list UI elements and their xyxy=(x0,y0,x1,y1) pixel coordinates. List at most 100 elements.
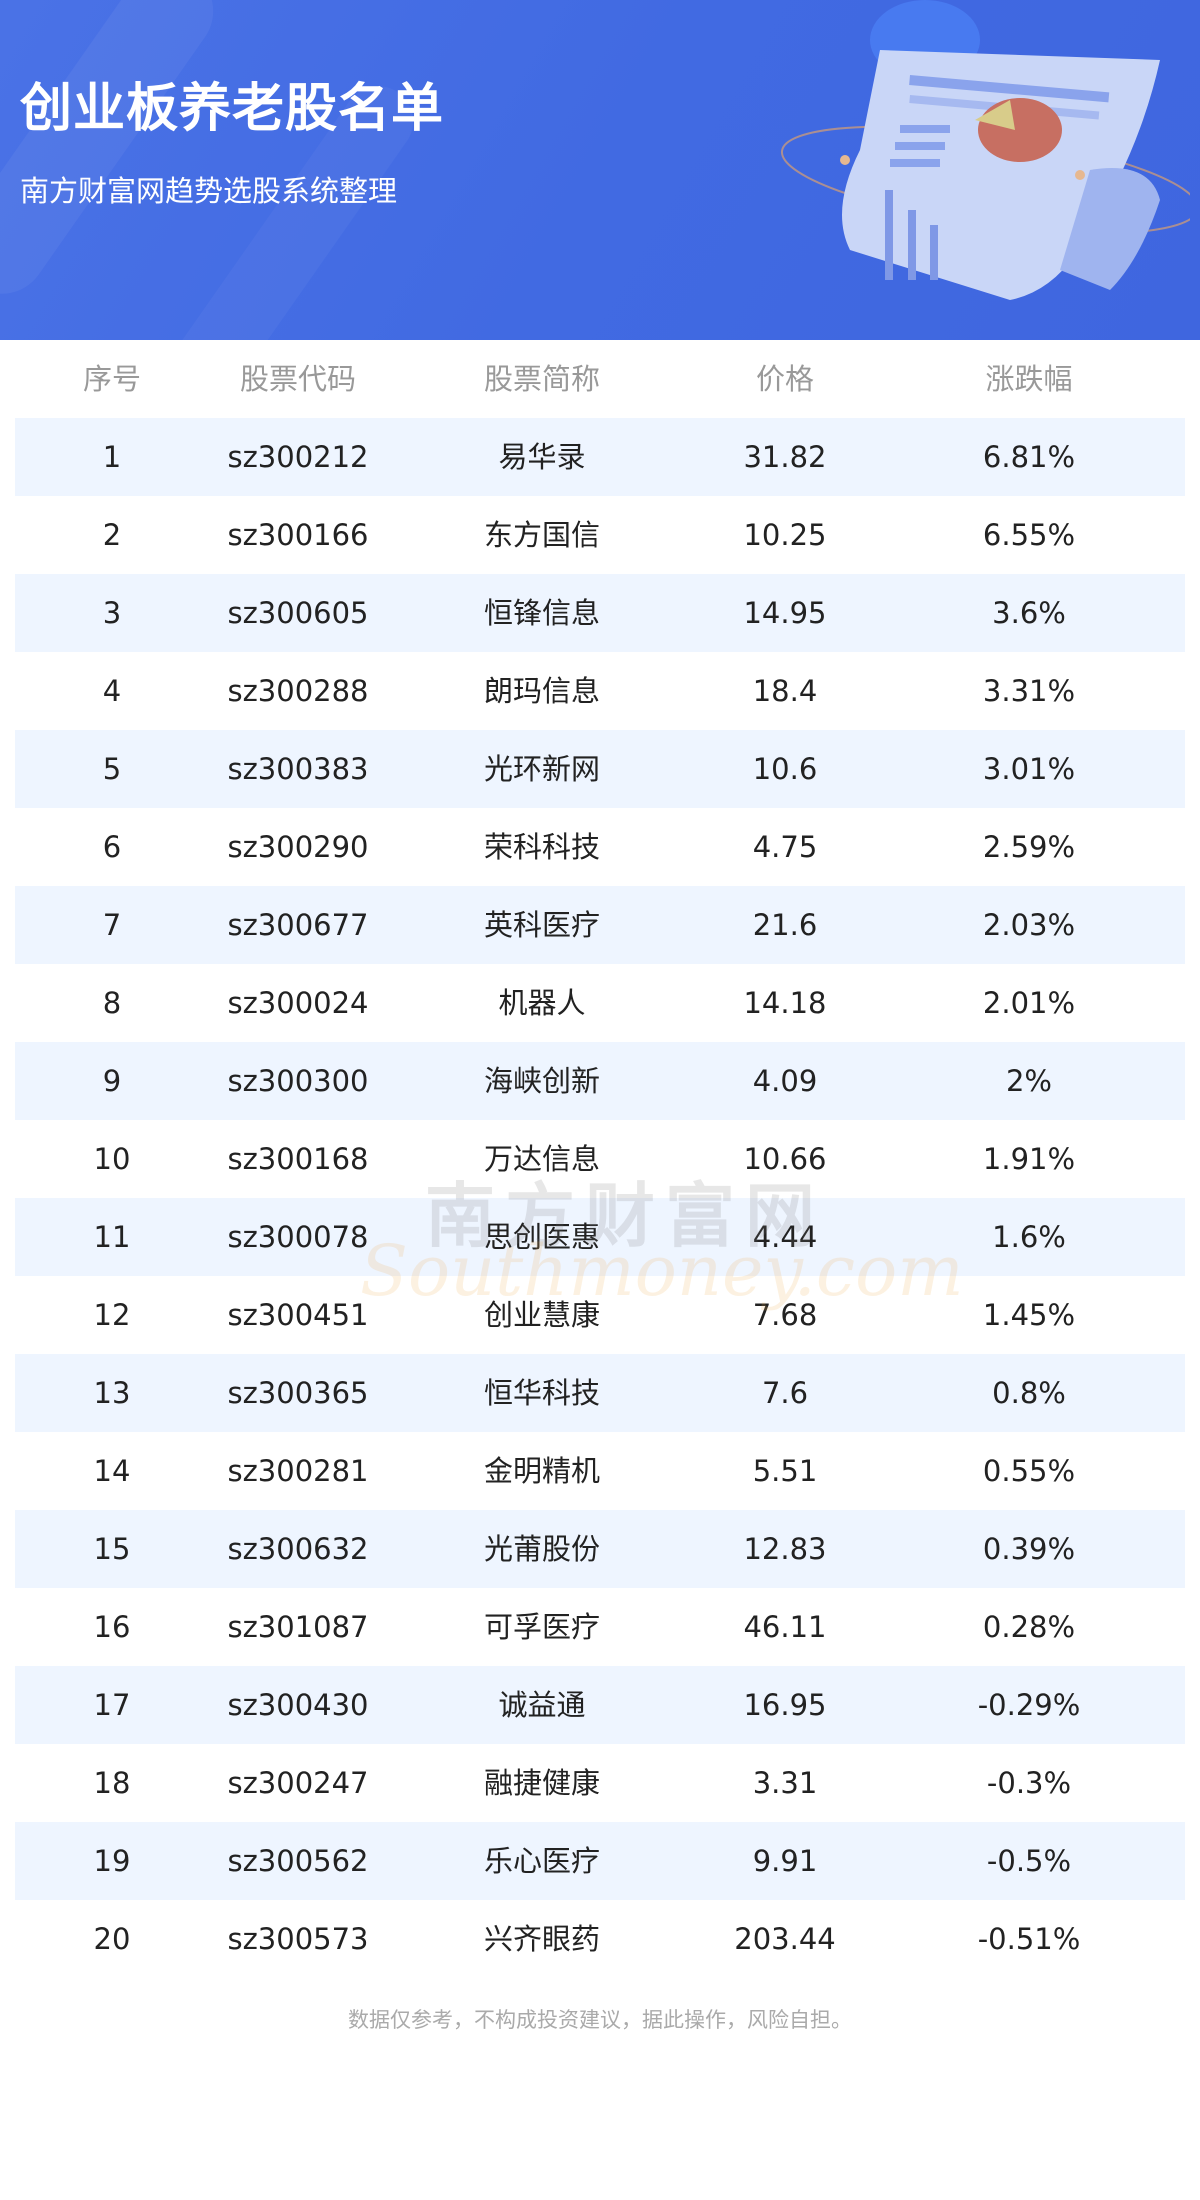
cell-index: 9 xyxy=(102,1064,122,1098)
cell-name: 思创医惠 xyxy=(483,1220,600,1254)
cell-index: 8 xyxy=(102,986,122,1020)
cell-change: 0.28% xyxy=(982,1610,1076,1644)
cell-code: sz300605 xyxy=(227,596,369,630)
cell-code: sz300300 xyxy=(227,1064,369,1098)
cell-price: 12.83 xyxy=(743,1532,827,1566)
cell-name: 英科医疗 xyxy=(483,908,600,942)
cell-index: 13 xyxy=(93,1376,131,1410)
column-header-price: 价格 xyxy=(755,362,814,396)
cell-change: 1.45% xyxy=(982,1298,1076,1332)
cell-name: 创业慧康 xyxy=(483,1298,600,1332)
cell-price: 4.09 xyxy=(752,1064,818,1098)
table-row: 3 sz300605 恒锋信息 14.95 3.6% xyxy=(15,574,1185,652)
cell-price: 203.44 xyxy=(734,1922,836,1956)
cell-name: 东方国信 xyxy=(483,518,600,552)
cell-code: sz300281 xyxy=(227,1454,369,1488)
cell-index: 5 xyxy=(102,752,122,786)
cell-price: 9.91 xyxy=(752,1844,818,1878)
cell-code: sz300212 xyxy=(227,440,369,474)
cell-code: sz300024 xyxy=(227,986,369,1020)
table-row: 17 sz300430 诚益通 16.95 -0.29% xyxy=(15,1666,1185,1744)
cell-change: 6.55% xyxy=(982,518,1076,552)
table-header: 序号 股票代码 股票简称 价格 涨跌幅 xyxy=(15,340,1185,418)
report-document-illustration xyxy=(780,50,1190,300)
cell-index: 15 xyxy=(93,1532,131,1566)
cell-name: 荣科科技 xyxy=(483,830,600,864)
column-header-change: 涨跌幅 xyxy=(985,362,1073,396)
cell-code: sz300451 xyxy=(227,1298,369,1332)
cell-change: -0.51% xyxy=(977,1922,1081,1956)
table-row: 1 sz300212 易华录 31.82 6.81% xyxy=(15,418,1185,496)
cell-change: 3.31% xyxy=(982,674,1076,708)
cell-name: 融捷健康 xyxy=(483,1766,600,1800)
cell-change: 3.01% xyxy=(982,752,1076,786)
cell-change: 0.8% xyxy=(992,1376,1066,1410)
header-banner: 创业板养老股名单 南方财富网趋势选股系统整理 xyxy=(0,0,1200,340)
cell-price: 46.11 xyxy=(743,1610,827,1644)
cell-code: sz300166 xyxy=(227,518,369,552)
table-row: 18 sz300247 融捷健康 3.31 -0.3% xyxy=(15,1744,1185,1822)
cell-code: sz300562 xyxy=(227,1844,369,1878)
cell-code: sz300078 xyxy=(227,1220,369,1254)
cell-name: 乐心医疗 xyxy=(483,1844,600,1878)
cell-name: 兴齐眼药 xyxy=(483,1922,600,1956)
cell-price: 10.6 xyxy=(752,752,818,786)
cell-name: 万达信息 xyxy=(483,1142,600,1176)
cell-code: sz300247 xyxy=(227,1766,369,1800)
cell-name: 恒锋信息 xyxy=(483,596,600,630)
cell-price: 7.6 xyxy=(761,1376,809,1410)
cell-change: 2.01% xyxy=(982,986,1076,1020)
cell-price: 4.75 xyxy=(752,830,818,864)
table-row: 19 sz300562 乐心医疗 9.91 -0.5% xyxy=(15,1822,1185,1900)
cell-name: 朗玛信息 xyxy=(483,674,600,708)
cell-name: 光莆股份 xyxy=(483,1532,600,1566)
cell-change: 3.6% xyxy=(992,596,1066,630)
cell-code: sz301087 xyxy=(227,1610,369,1644)
page-title: 创业板养老股名单 xyxy=(20,79,445,139)
cell-price: 7.68 xyxy=(752,1298,818,1332)
cell-index: 2 xyxy=(102,518,122,552)
cell-name: 恒华科技 xyxy=(483,1376,600,1410)
cell-change: 1.6% xyxy=(992,1220,1066,1254)
cell-name: 诚益通 xyxy=(498,1688,586,1722)
cell-price: 14.95 xyxy=(743,596,827,630)
cell-change: 2.59% xyxy=(982,830,1076,864)
cell-index: 18 xyxy=(93,1766,131,1800)
table-row: 7 sz300677 英科医疗 21.6 2.03% xyxy=(15,886,1185,964)
cell-index: 10 xyxy=(93,1142,131,1176)
cell-change: 0.39% xyxy=(982,1532,1076,1566)
page-subtitle: 南方财富网趋势选股系统整理 xyxy=(20,174,398,208)
table-row: 16 sz301087 可孚医疗 46.11 0.28% xyxy=(15,1588,1185,1666)
table-row: 14 sz300281 金明精机 5.51 0.55% xyxy=(15,1432,1185,1510)
cell-name: 海峡创新 xyxy=(483,1064,600,1098)
cell-code: sz300290 xyxy=(227,830,369,864)
cell-name: 光环新网 xyxy=(483,752,600,786)
column-header-code: 股票代码 xyxy=(239,362,356,396)
cell-change: -0.3% xyxy=(986,1766,1072,1800)
cell-change: 2.03% xyxy=(982,908,1076,942)
cell-price: 14.18 xyxy=(743,986,827,1020)
table-row: 15 sz300632 光莆股份 12.83 0.39% xyxy=(15,1510,1185,1588)
table-row: 9 sz300300 海峡创新 4.09 2% xyxy=(15,1042,1185,1120)
cell-index: 17 xyxy=(93,1688,131,1722)
cell-change: 1.91% xyxy=(982,1142,1076,1176)
cell-price: 5.51 xyxy=(752,1454,818,1488)
disclaimer: 数据仅参考，不构成投资建议，据此操作，风险自担。 xyxy=(348,2008,852,2032)
cell-index: 14 xyxy=(93,1454,131,1488)
cell-code: sz300168 xyxy=(227,1142,369,1176)
cell-code: sz300632 xyxy=(227,1532,369,1566)
cell-name: 金明精机 xyxy=(483,1454,600,1488)
cell-price: 10.66 xyxy=(743,1142,827,1176)
cell-price: 18.4 xyxy=(752,674,818,708)
cell-price: 16.95 xyxy=(743,1688,827,1722)
table-row: 11 sz300078 思创医惠 4.44 1.6% xyxy=(15,1198,1185,1276)
table-row: 4 sz300288 朗玛信息 18.4 3.31% xyxy=(15,652,1185,730)
cell-code: sz300383 xyxy=(227,752,369,786)
cell-price: 31.82 xyxy=(743,440,827,474)
table-row: 13 sz300365 恒华科技 7.6 0.8% xyxy=(15,1354,1185,1432)
cell-index: 6 xyxy=(102,830,122,864)
cell-code: sz300430 xyxy=(227,1688,369,1722)
column-header-index: 序号 xyxy=(82,362,141,396)
cell-index: 20 xyxy=(93,1922,131,1956)
cell-name: 可孚医疗 xyxy=(483,1610,600,1644)
